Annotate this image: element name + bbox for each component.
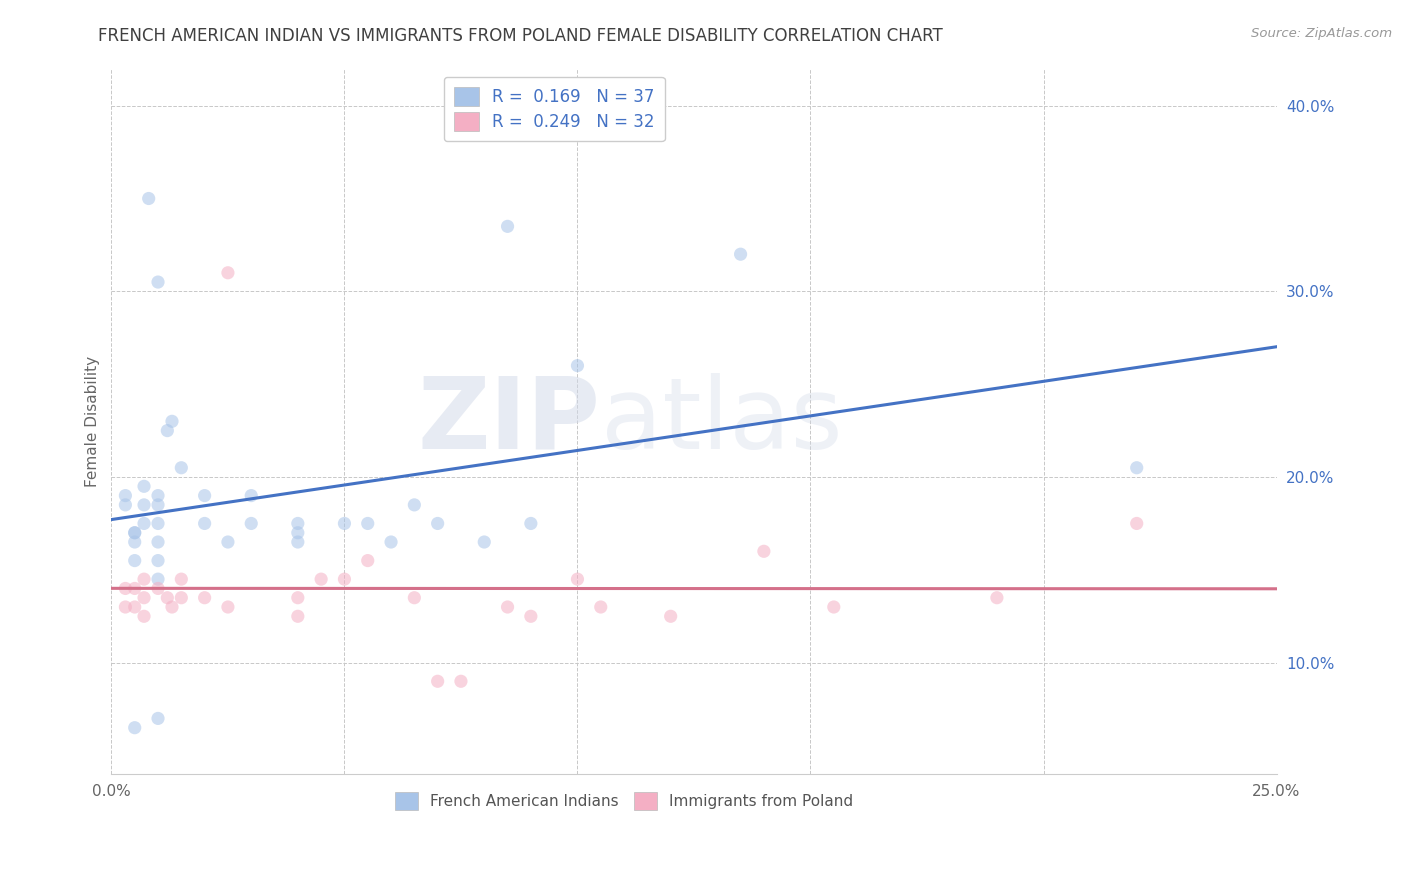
Point [823, 599, 845, 614]
Point [287, 609, 309, 624]
Text: ZIP: ZIP [418, 373, 600, 470]
Point [132, 591, 155, 605]
Point [404, 498, 426, 512]
Point [217, 599, 239, 614]
Point [146, 582, 169, 596]
Point [659, 609, 682, 624]
Point [240, 489, 263, 503]
Point [217, 535, 239, 549]
Point [114, 489, 136, 503]
Point [132, 498, 155, 512]
Point [287, 525, 309, 540]
Point [520, 516, 543, 531]
Point [472, 535, 495, 549]
Point [752, 544, 775, 558]
Point [1125, 516, 1147, 531]
Point [124, 535, 146, 549]
Point [170, 572, 193, 586]
Point [146, 275, 169, 289]
Point [146, 535, 169, 549]
Point [380, 535, 402, 549]
Point [146, 711, 169, 725]
Legend: French American Indians, Immigrants from Poland: French American Indians, Immigrants from… [389, 786, 859, 816]
Point [287, 591, 309, 605]
Point [170, 591, 193, 605]
Point [194, 591, 217, 605]
Point [194, 489, 217, 503]
Point [240, 516, 263, 531]
Point [520, 609, 543, 624]
Point [160, 414, 183, 428]
Point [124, 599, 146, 614]
Point [138, 192, 160, 206]
Point [170, 460, 193, 475]
Point [404, 591, 426, 605]
Point [146, 572, 169, 586]
Point [287, 516, 309, 531]
Text: FRENCH AMERICAN INDIAN VS IMMIGRANTS FROM POLAND FEMALE DISABILITY CORRELATION C: FRENCH AMERICAN INDIAN VS IMMIGRANTS FRO… [98, 27, 943, 45]
Point [114, 599, 136, 614]
Point [567, 572, 589, 586]
Point [132, 609, 155, 624]
Point [156, 591, 179, 605]
Point [124, 721, 146, 735]
Point [309, 572, 332, 586]
Point [333, 572, 356, 586]
Point [124, 525, 146, 540]
Point [132, 516, 155, 531]
Point [217, 266, 239, 280]
Point [156, 424, 179, 438]
Point [124, 582, 146, 596]
Point [426, 516, 449, 531]
Point [357, 516, 380, 531]
Point [496, 219, 519, 234]
Point [496, 599, 519, 614]
Point [146, 553, 169, 567]
Point [114, 582, 136, 596]
Point [160, 599, 183, 614]
Point [146, 516, 169, 531]
Point [730, 247, 752, 261]
Point [333, 516, 356, 531]
Text: Source: ZipAtlas.com: Source: ZipAtlas.com [1251, 27, 1392, 40]
Point [450, 674, 472, 689]
Point [114, 498, 136, 512]
Point [124, 525, 146, 540]
Point [567, 359, 589, 373]
Point [357, 553, 380, 567]
Point [287, 535, 309, 549]
Point [124, 553, 146, 567]
Point [194, 516, 217, 531]
Point [146, 489, 169, 503]
Point [132, 479, 155, 493]
Point [146, 498, 169, 512]
Point [986, 591, 1008, 605]
Point [426, 674, 449, 689]
Text: atlas: atlas [600, 373, 842, 470]
Point [589, 599, 612, 614]
Point [132, 572, 155, 586]
Y-axis label: Female Disability: Female Disability [86, 356, 100, 487]
Point [1125, 460, 1147, 475]
